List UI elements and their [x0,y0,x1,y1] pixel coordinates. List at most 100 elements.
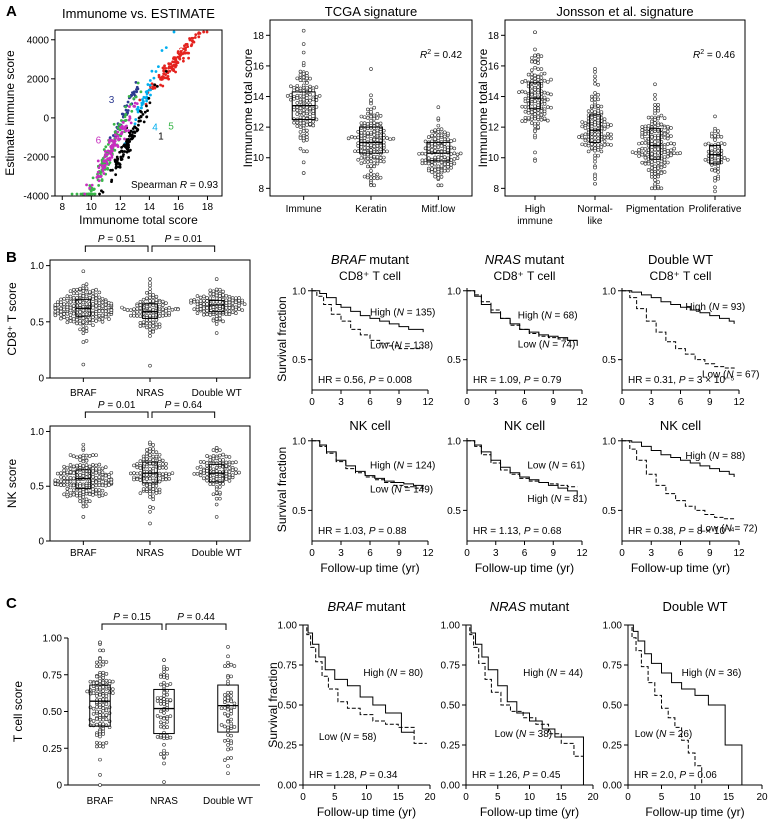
data-point [198,460,203,464]
data-point [224,460,229,465]
data-point [141,457,146,462]
data-point [227,455,232,459]
data-point [78,488,82,493]
data-point [218,294,222,298]
data-point [148,449,152,454]
data-point [202,309,206,314]
scatter-series-1 [98,69,168,196]
data-point [155,714,160,718]
data-point [656,106,661,111]
data-point [533,116,537,121]
hazard-ratio-label-var: P [523,770,530,781]
data-point [198,307,203,311]
data-point [536,125,541,129]
data-point [301,78,306,83]
data-point [132,313,136,318]
chart-subtitle: CD8⁺ T cell [494,269,556,283]
data-point [53,303,58,307]
data-point [549,105,553,110]
data-point [298,115,303,120]
data-point [100,475,105,480]
group-n-label: High (N = 93) [685,302,745,313]
data-point [365,160,370,164]
data-point [81,442,86,447]
data-point [230,473,235,477]
data-point [98,741,102,746]
scatter-point [100,189,103,193]
data-point [202,294,206,299]
data-point [665,133,670,138]
group-n-label-prefix: High ( [685,451,712,462]
data-point [369,172,373,176]
data-point [68,470,73,474]
data-point [205,454,209,458]
chart-title: TCGA signature [325,4,418,19]
data-point [98,710,102,714]
data-point [577,135,581,139]
y-tick-label: 0.5 [602,355,616,366]
data-point [157,304,162,309]
data-point [141,320,146,324]
scatter-point [157,65,160,69]
data-point [78,499,82,504]
y-tick-label: 0 [43,113,49,124]
scatter-point [167,62,171,66]
data-point [98,664,102,669]
scatter-point [197,35,201,39]
data-point [91,315,95,320]
data-point [91,681,96,686]
data-point [167,311,171,315]
data-point [195,466,200,470]
scatter-point [132,90,136,94]
x-tick-label: 15 [723,792,735,803]
data-point [214,487,219,492]
data-point [101,648,105,653]
data-point [214,307,219,312]
y-tick-label: 12 [488,123,500,134]
data-point [369,143,373,148]
data-point [649,155,654,160]
data-point [65,320,70,325]
data-point [227,466,232,470]
data-point [523,79,528,83]
y-tick-label: 1.00 [278,621,298,632]
y-tick-label: 18 [253,31,265,42]
data-point [529,56,534,60]
data-point [84,329,89,333]
data-point [311,123,316,128]
data-point [94,483,98,488]
scatter-point [181,59,185,63]
data-point [298,73,303,77]
scatter-point [181,52,185,56]
group-n-label-var: N [519,729,527,740]
data-point [669,126,673,130]
data-point [301,83,306,88]
group-braf: BRAF [53,442,114,559]
group-n-label-var: N [544,310,552,321]
data-point [81,459,86,464]
data-point [593,91,597,95]
group-n-label-prefix: High ( [370,461,397,472]
data-point [593,156,597,161]
scatter-point [187,56,190,60]
scatter-point [112,140,115,144]
data-point [98,729,102,734]
data-point [91,706,96,711]
box [589,114,601,143]
data-point [148,476,152,481]
data-point [298,146,303,151]
data-point [78,321,82,326]
data-point [375,155,380,159]
data-point [589,135,594,139]
data-point [308,122,312,126]
data-point [308,88,312,92]
x-tick-label: 12 [576,397,588,408]
data-point [656,136,661,140]
data-point [305,99,309,103]
data-point [71,304,76,308]
data-point [111,679,115,684]
data-point [442,147,447,152]
data-point [104,713,109,717]
y-tick-label: 1.00 [441,621,461,632]
scatter-point [114,162,118,166]
